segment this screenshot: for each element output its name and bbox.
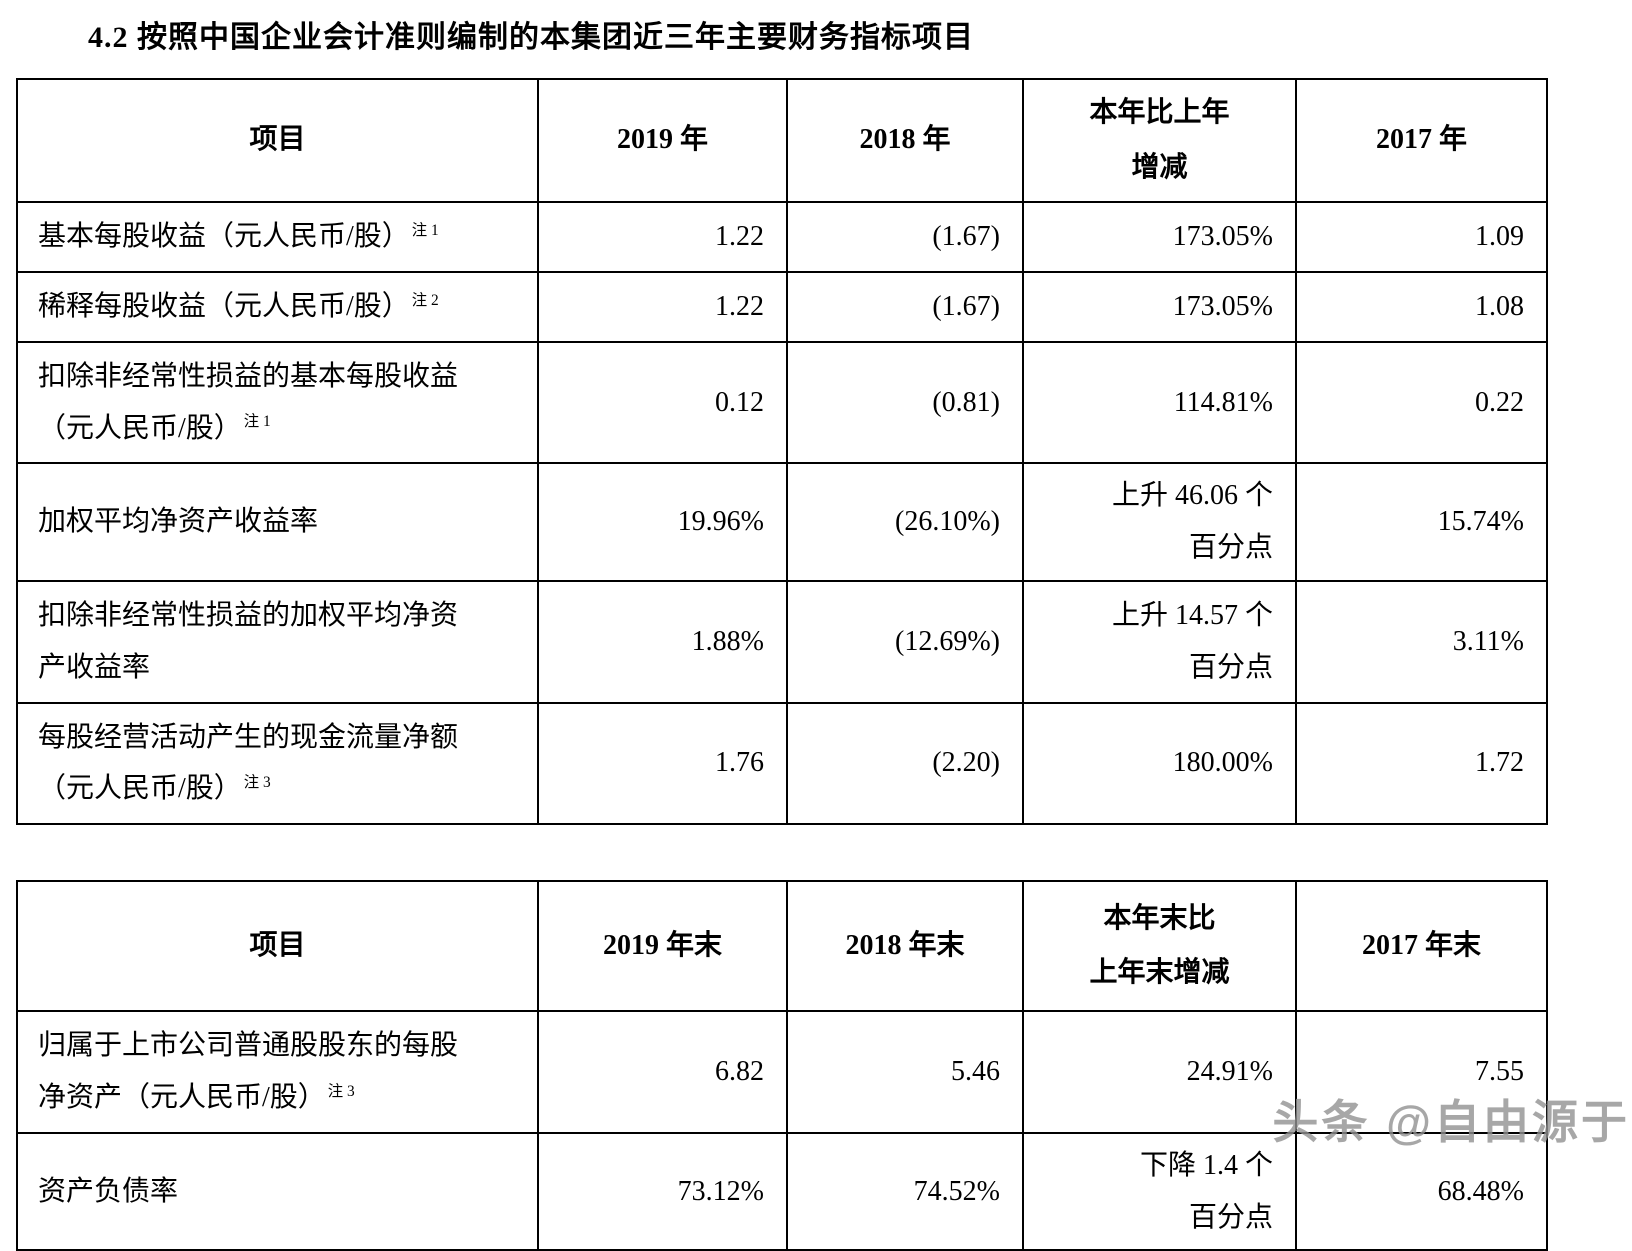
- value-2019: 1.22: [537, 270, 788, 343]
- year-end-indicators-table: 项目 2019 年末 2018 年末 本年末比 上年末增减 2017 年末 归属…: [16, 880, 1548, 1251]
- annual-indicators-table: 项目 2019 年 2018 年 本年比上年 增减 2017 年 基本每股收益（…: [16, 77, 1548, 826]
- row-label-text: 归属于上市公司普通股股东的每股 净资产（元人民币/股）: [38, 1030, 459, 1113]
- col-header-change-end: 本年末比 上年末增减: [1022, 880, 1297, 1013]
- table1-header-row: 项目 2019 年 2018 年 本年比上年 增减 2017 年: [16, 77, 1548, 204]
- value-2018: (2.20): [786, 701, 1024, 826]
- value-2018: (12.69%): [786, 579, 1024, 704]
- value-change: 173.05%: [1022, 201, 1297, 273]
- footnote-ref: 注 2: [411, 291, 439, 309]
- value-2018: (1.67): [786, 201, 1024, 273]
- col-header-2018: 2018 年: [786, 77, 1024, 204]
- table-row: 稀释每股收益（元人民币/股）注 2 1.22 (1.67) 173.05% 1.…: [16, 270, 1548, 343]
- table-row: 扣除非经常性损益的加权平均净资 产收益率 1.88% (12.69%) 上升 1…: [16, 579, 1548, 704]
- row-label-text: 基本每股收益（元人民币/股）: [38, 221, 410, 253]
- footnote-ref: 注 1: [411, 221, 439, 239]
- value-2017: 1.08: [1295, 270, 1548, 343]
- value-change: 下降 1.4 个 百分点: [1022, 1131, 1297, 1251]
- col-header-2019-end: 2019 年末: [537, 880, 788, 1013]
- value-change: 180.00%: [1022, 701, 1297, 826]
- table-row: 归属于上市公司普通股股东的每股 净资产（元人民币/股）注 3 6.82 5.46…: [16, 1010, 1548, 1134]
- col-header-item: 项目: [16, 880, 539, 1013]
- value-2019: 0.12: [537, 340, 788, 465]
- value-2018: 5.46: [786, 1010, 1024, 1134]
- value-2017: 1.72: [1295, 701, 1548, 826]
- row-label: 归属于上市公司普通股股东的每股 净资产（元人民币/股）注 3: [16, 1010, 539, 1134]
- value-change: 173.05%: [1022, 270, 1297, 343]
- row-label-text: 加权平均净资产收益率: [38, 506, 319, 538]
- row-label: 每股经营活动产生的现金流量净额 （元人民币/股）注 3: [16, 701, 539, 826]
- value-change: 上升 14.57 个 百分点: [1022, 579, 1297, 704]
- table-row: 扣除非经常性损益的基本每股收益 （元人民币/股）注 1 0.12 (0.81) …: [16, 340, 1548, 465]
- table2-header-row: 项目 2019 年末 2018 年末 本年末比 上年末增减 2017 年末: [16, 880, 1548, 1013]
- document-page: 4.2 按照中国企业会计准则编制的本集团近三年主要财务指标项目 项目 2019 …: [16, 21, 1632, 1251]
- value-2019: 6.82: [537, 1010, 788, 1134]
- row-label: 扣除非经常性损益的基本每股收益 （元人民币/股）注 1: [16, 340, 539, 465]
- value-change: 24.91%: [1022, 1010, 1297, 1134]
- value-2017: 3.11%: [1295, 579, 1548, 704]
- value-change: 上升 46.06 个 百分点: [1022, 462, 1297, 582]
- row-label-text: 扣除非经常性损益的加权平均净资 产收益率: [38, 599, 459, 683]
- table-row: 资产负债率 73.12% 74.52% 下降 1.4 个 百分点 68.48%: [16, 1131, 1548, 1251]
- row-label-text: 资产负债率: [38, 1175, 179, 1207]
- value-2019: 1.76: [537, 701, 788, 826]
- value-change: 114.81%: [1022, 340, 1297, 465]
- footnote-ref: 注 3: [243, 774, 271, 792]
- value-2019: 19.96%: [537, 462, 788, 582]
- value-2017: 15.74%: [1295, 462, 1548, 582]
- value-2017: 68.48%: [1295, 1131, 1548, 1251]
- row-label: 基本每股收益（元人民币/股）注 1: [16, 201, 539, 273]
- row-label: 稀释每股收益（元人民币/股）注 2: [16, 270, 539, 343]
- value-2017: 1.09: [1295, 201, 1548, 273]
- value-2017: 7.55: [1295, 1010, 1548, 1134]
- value-2018: (1.67): [786, 270, 1024, 343]
- footnote-ref: 注 3: [327, 1082, 355, 1100]
- col-header-2018-end: 2018 年末: [786, 880, 1024, 1013]
- value-2019: 73.12%: [537, 1131, 788, 1251]
- value-2018: (26.10%): [786, 462, 1024, 582]
- row-label-text: 每股经营活动产生的现金流量净额 （元人民币/股）: [38, 721, 459, 805]
- value-2017: 0.22: [1295, 340, 1548, 465]
- value-2018: (0.81): [786, 340, 1024, 465]
- row-label: 扣除非经常性损益的加权平均净资 产收益率: [16, 579, 539, 704]
- value-2019: 1.22: [537, 201, 788, 273]
- row-label-text: 扣除非经常性损益的基本每股收益 （元人民币/股）: [38, 360, 459, 444]
- row-label: 加权平均净资产收益率: [16, 462, 539, 582]
- col-header-2019: 2019 年: [537, 77, 788, 204]
- col-header-2017: 2017 年: [1295, 77, 1548, 204]
- footnote-ref: 注 1: [243, 413, 271, 431]
- col-header-2017-end: 2017 年末: [1295, 880, 1548, 1013]
- table-row: 基本每股收益（元人民币/股）注 1 1.22 (1.67) 173.05% 1.…: [16, 201, 1548, 273]
- table-gap: [16, 825, 1632, 880]
- col-header-change: 本年比上年 增减: [1022, 77, 1297, 204]
- row-label: 资产负债率: [16, 1131, 539, 1251]
- col-header-item: 项目: [16, 77, 539, 204]
- value-2019: 1.88%: [537, 579, 788, 704]
- row-label-text: 稀释每股收益（元人民币/股）: [38, 290, 410, 322]
- table-row: 加权平均净资产收益率 19.96% (26.10%) 上升 46.06 个 百分…: [16, 462, 1548, 582]
- section-title: 4.2 按照中国企业会计准则编制的本集团近三年主要财务指标项目: [88, 21, 974, 54]
- value-2018: 74.52%: [786, 1131, 1024, 1251]
- table-row: 每股经营活动产生的现金流量净额 （元人民币/股）注 3 1.76 (2.20) …: [16, 701, 1548, 826]
